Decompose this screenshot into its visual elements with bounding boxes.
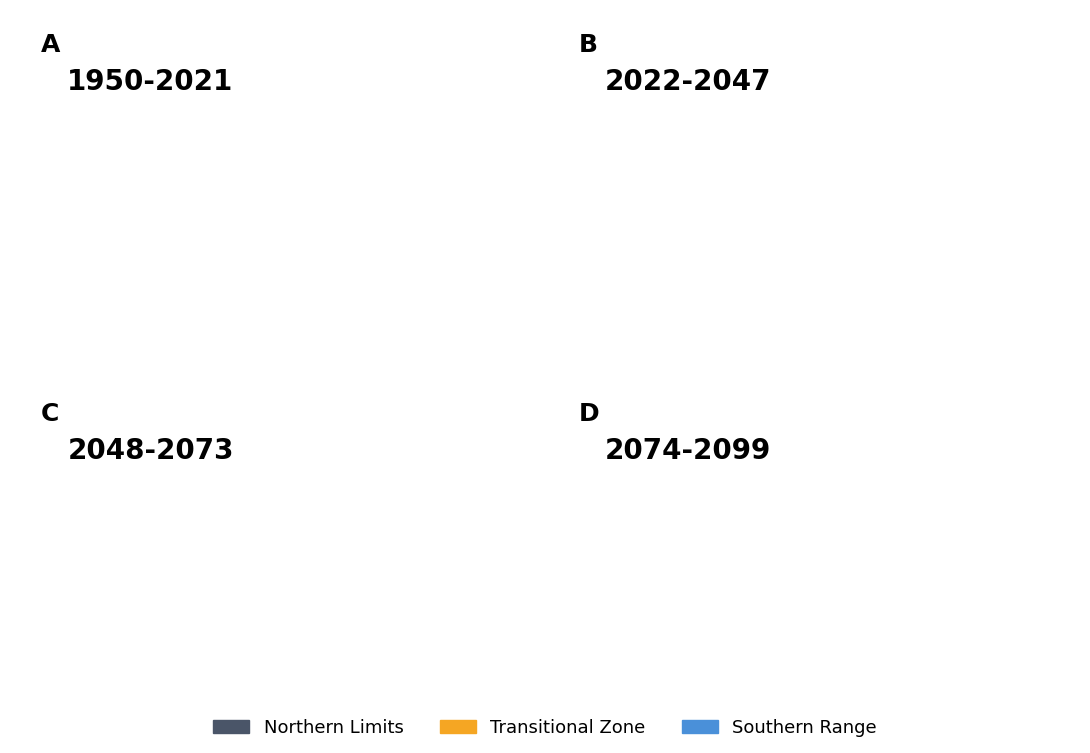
Text: B: B (579, 32, 597, 56)
Text: D: D (579, 401, 600, 425)
Text: C: C (41, 401, 60, 425)
Legend: Northern Limits, Transitional Zone, Southern Range: Northern Limits, Transitional Zone, Sout… (206, 712, 884, 744)
Text: 1950-2021: 1950-2021 (68, 68, 233, 96)
Text: A: A (41, 32, 61, 56)
Text: 2022-2047: 2022-2047 (605, 68, 772, 96)
Text: 2048-2073: 2048-2073 (68, 437, 233, 465)
Text: 2074-2099: 2074-2099 (605, 437, 771, 465)
